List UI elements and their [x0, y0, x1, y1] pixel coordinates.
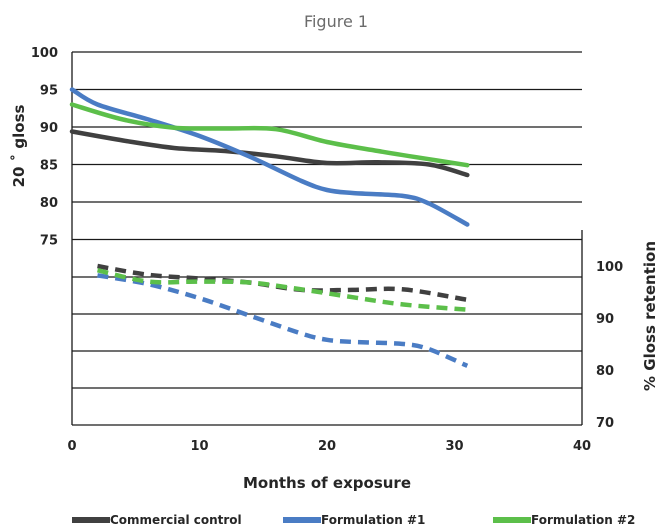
x-tick-label: 10 — [190, 439, 208, 454]
x-tick-label: 40 — [573, 439, 591, 454]
legend-label: Formulation #2 — [531, 513, 635, 527]
y-left-tick-label: 95 — [40, 84, 58, 99]
y-left-tick-label: 85 — [40, 159, 58, 174]
legend: Commercial control Formulation #1 Formulat… — [72, 513, 635, 527]
series-layer — [69, 87, 470, 368]
legend-label: Formulation #1 — [321, 513, 425, 527]
right-axis-ticks: 100 90 80 70 — [596, 260, 623, 431]
chart-title: Figure 1 — [304, 12, 368, 31]
y-right-tick-label: 90 — [596, 312, 614, 327]
y-right-tick-label: 100 — [596, 260, 623, 275]
y-left-tick-label: 100 — [31, 46, 58, 61]
y-axis-label-right: % Gloss retention — [641, 241, 659, 391]
left-axis-ticks: 100 95 90 85 80 75 — [31, 46, 58, 249]
x-tick-label: 30 — [445, 439, 463, 454]
series-line-formulation-1-gloss — [69, 87, 470, 227]
y-left-tick-label: 90 — [40, 121, 58, 136]
y-axis-label-left: 20 ˚ gloss — [10, 104, 28, 187]
series-line-formulation-2-retention — [96, 268, 468, 312]
x-tick-label: 20 — [318, 439, 336, 454]
x-axis-label: Months of exposure — [243, 474, 411, 492]
y-left-tick-label: 80 — [40, 196, 58, 211]
series-line-commercial-control-gloss — [69, 129, 470, 178]
x-axis-ticks: 0 10 20 30 40 — [67, 439, 591, 454]
y-left-tick-label: 75 — [40, 234, 58, 249]
series-line-formulation-2-gloss — [69, 102, 470, 168]
x-tick-label: 0 — [67, 439, 76, 454]
y-right-tick-label: 70 — [596, 416, 614, 431]
grid-lines — [71, 51, 583, 426]
legend-label: Commercial control — [110, 513, 242, 527]
y-right-tick-label: 80 — [596, 364, 614, 379]
series-line-formulation-1-retention — [97, 273, 469, 368]
